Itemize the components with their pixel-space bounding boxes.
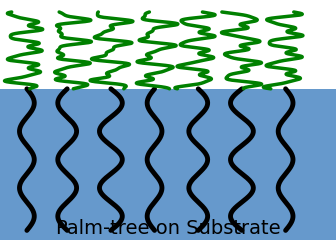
Text: Palm-tree on Substrate: Palm-tree on Substrate <box>56 219 280 238</box>
FancyBboxPatch shape <box>0 89 336 240</box>
